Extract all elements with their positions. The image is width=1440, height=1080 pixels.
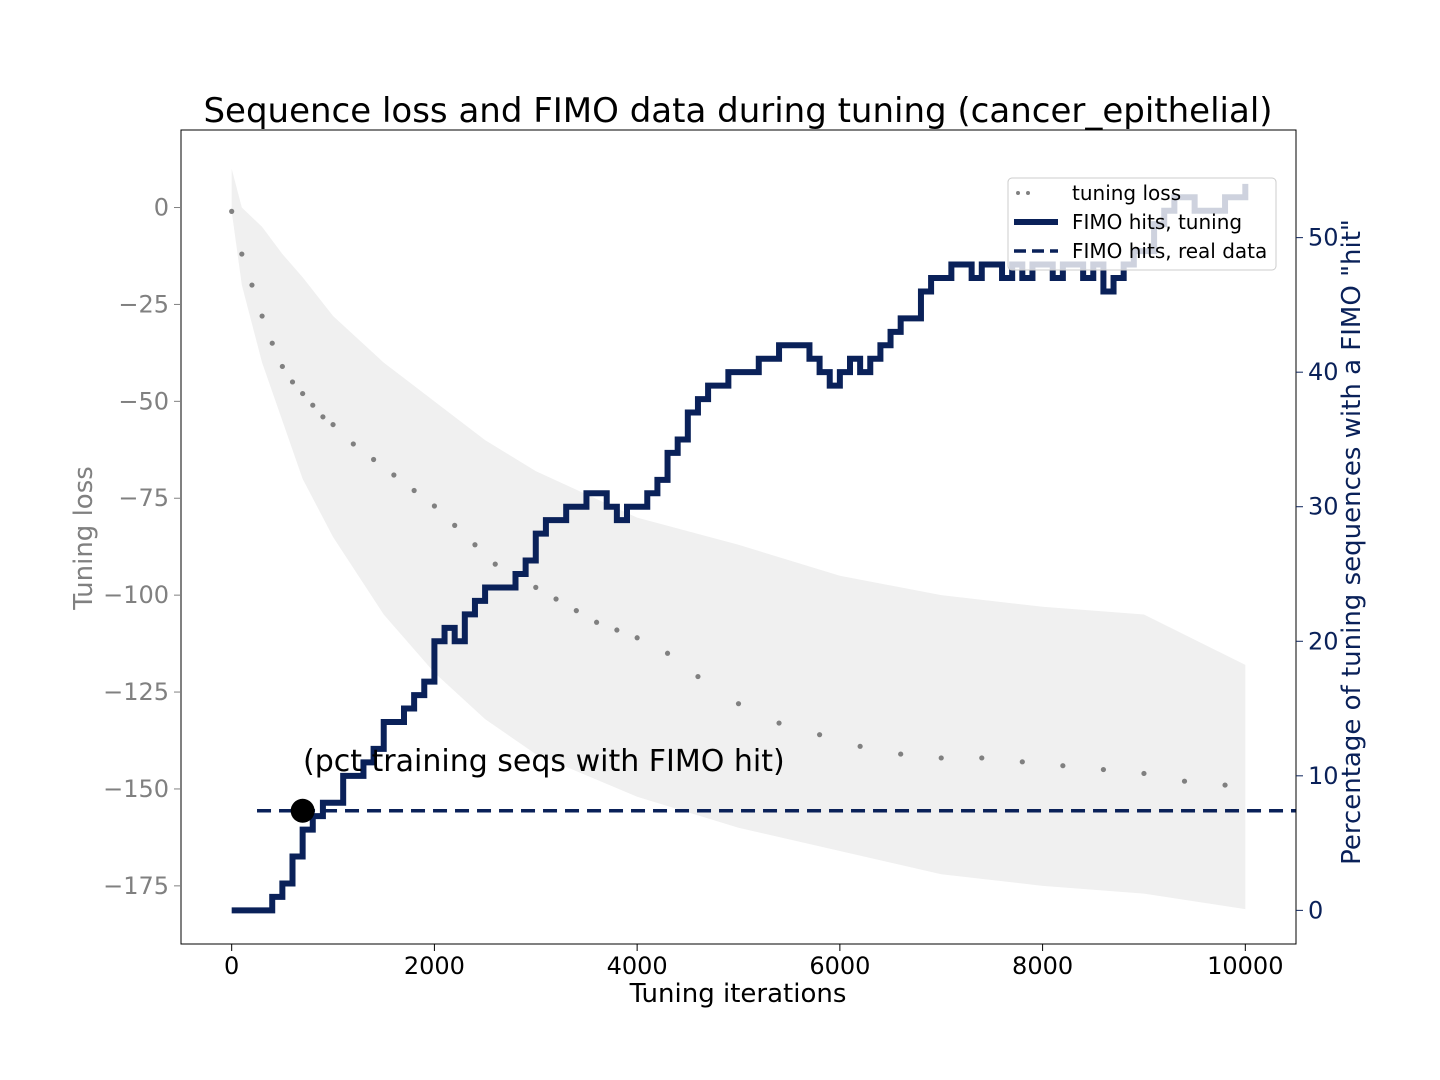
legend-label-fimo-real: FIMO hits, real data [1072,239,1267,263]
y-left-tick-label: −75 [118,484,169,512]
loss-point [1060,763,1066,769]
y-axis-right-label: Percentage of tuning sequences with a FI… [1337,219,1367,865]
loss-point [330,421,336,428]
loss-point [573,608,579,614]
legend-label-tuning-loss: tuning loss [1072,181,1181,205]
loss-point [898,751,904,757]
loss-point [1181,778,1188,784]
loss-point [229,208,235,214]
loss-point [553,596,559,602]
x-tick-label: 6000 [809,952,870,980]
axes-frame [180,129,1297,945]
loss-point [1100,766,1107,773]
x-axis-label: Tuning iterations [629,979,847,1009]
loss-point [816,732,823,738]
loss-point [259,313,265,319]
loss-point [533,584,539,590]
marker-point [290,798,315,823]
x-tick-label: 10000 [1207,952,1283,980]
y-left-tick-label: −125 [103,678,169,706]
legend: tuning loss FIMO hits, tuning FIMO hits,… [1007,177,1277,271]
loss-point [411,487,417,494]
y-right-tick-label: 40 [1308,358,1339,386]
y-right-tick-label: 20 [1308,627,1339,655]
loss-point [431,503,438,509]
y-axis-left-label: Tuning loss [69,466,99,611]
y-left-tick-label: 0 [154,194,169,222]
x-tick-label: 8000 [1012,952,1073,980]
loss-point [614,627,620,633]
axis-ticks: 0 2000 4000 6000 8000 10000 0 −25 −50 −75 −100 −125… [103,194,1338,980]
x-tick-label: 0 [224,952,239,980]
loss-point [1141,770,1147,777]
loss-point [979,755,985,761]
loss-range-band [231,168,1246,910]
loss-point [695,673,701,680]
y-left-tick-label: −150 [103,775,169,803]
loss-point [310,402,316,408]
loss-point [452,522,458,528]
loss-point [735,701,742,707]
loss-point [370,456,377,463]
loss-point [472,542,478,548]
loss-point [350,441,356,447]
y-left-tick-label: −100 [103,581,169,609]
loss-point [664,650,671,656]
loss-point [239,251,245,257]
loss-point [857,743,863,749]
loss-point [938,755,944,761]
loss-point [776,720,782,726]
legend-label-fimo-tuning: FIMO hits, tuning [1072,210,1242,234]
loss-point [289,379,296,385]
legend-swatch-tuning-loss-dot [1026,191,1030,195]
legend-swatch-tuning-loss [1016,191,1020,195]
chart-title: Sequence loss and FIMO data during tunin… [203,91,1272,131]
loss-point [269,340,275,346]
y-left-tick-label: −175 [103,872,169,900]
x-tick-label: 2000 [404,952,465,980]
loss-point [593,619,600,625]
legend-box [1007,177,1277,271]
loss-point [300,390,306,397]
annotation-label: (pct training seqs with FIMO hit) [303,744,785,779]
loss-point [391,472,397,478]
y-right-tick-label: 50 [1308,224,1339,252]
loss-point [1019,759,1025,765]
loss-point [249,282,255,288]
x-tick-label: 4000 [607,952,668,980]
loss-point [1222,782,1228,788]
loss-point [634,635,640,641]
y-left-tick-label: −25 [118,290,169,318]
loss-point [492,561,498,567]
y-right-tick-label: 30 [1308,493,1339,521]
loss-point [279,363,285,370]
y-left-tick-label: −50 [118,387,169,415]
loss-point [320,414,326,420]
y-right-tick-label: 0 [1308,896,1323,924]
y-right-tick-label: 10 [1308,762,1339,790]
